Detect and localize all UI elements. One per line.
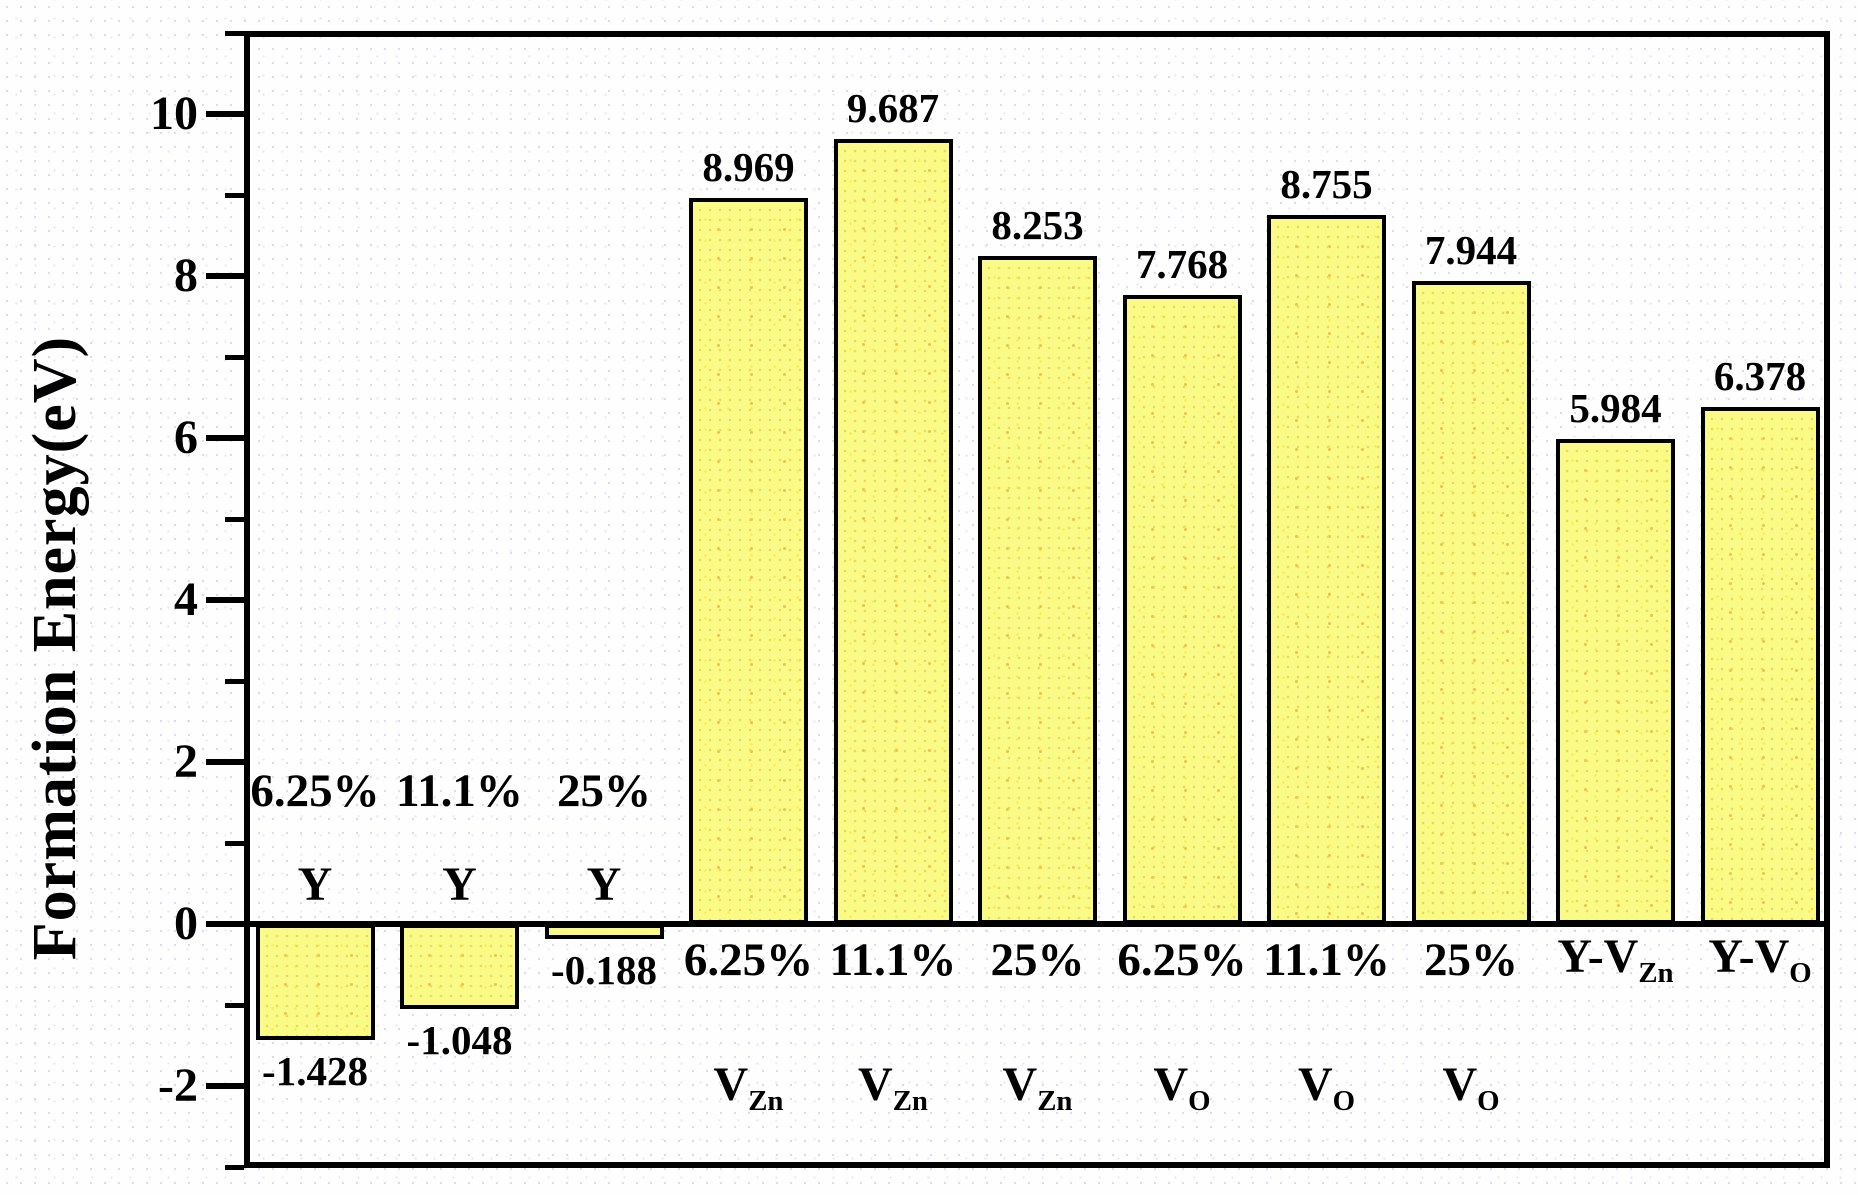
subscript: O [1188, 1084, 1211, 1117]
bar-value-label: 8.969 [702, 143, 795, 190]
bar-value-label: -1.428 [262, 1047, 368, 1094]
bar-concentration-label: 6.25% [1117, 934, 1247, 986]
bar-value-label: 7.768 [1135, 240, 1229, 287]
bar-value-label: 8.755 [1280, 160, 1373, 207]
bar-species-label: Y [442, 858, 477, 911]
bar [1122, 294, 1242, 924]
bar-species-label: VZn [858, 1058, 928, 1117]
bar-species-label: Y [297, 858, 333, 911]
bar-value-label: -1.048 [406, 1016, 513, 1063]
bar [255, 924, 375, 1040]
y-minor-tick [225, 678, 244, 684]
subscript: O [1477, 1084, 1500, 1117]
y-minor-tick [225, 354, 244, 360]
y-minor-tick [225, 840, 244, 846]
bar-concentration-label: 6.25% [683, 934, 814, 986]
y-minor-tick [225, 516, 244, 522]
bar-species-label: Y-VO [1708, 930, 1812, 989]
y-minor-tick [225, 1002, 244, 1008]
y-major-tick [206, 1083, 244, 1089]
bar-value-label: -0.188 [551, 947, 657, 994]
subscript: Zn [892, 1084, 928, 1117]
y-minor-tick [225, 1164, 244, 1170]
subscript: Zn [1638, 956, 1674, 989]
bar [689, 197, 808, 924]
y-major-tick [206, 921, 244, 927]
y-tick-label: 10 [150, 87, 198, 140]
bar [1556, 439, 1675, 924]
y-major-tick [206, 435, 244, 441]
bar-value-label: 9.687 [846, 85, 940, 132]
bar-concentration-label: 25% [990, 934, 1085, 986]
y-tick-label: 0 [174, 897, 198, 950]
bar-value-label: 8.253 [991, 201, 1084, 248]
bar-concentration-label: 6.25% [250, 765, 380, 817]
plot-area [244, 31, 1830, 1168]
y-tick-label: 6 [174, 411, 198, 464]
bar-concentration-label: 25% [557, 765, 651, 817]
bar-value-label: 7.944 [1424, 226, 1518, 273]
subscript: Zn [1037, 1084, 1073, 1117]
subscript: O [1789, 956, 1812, 989]
bar-species-label: VO [1442, 1058, 1500, 1117]
y-major-tick [206, 111, 244, 117]
subscript: Zn [748, 1084, 784, 1117]
y-tick-label: 4 [174, 573, 198, 626]
bar [1411, 280, 1531, 924]
bar-species-label: VZn [713, 1058, 784, 1117]
bar-concentration-label: 25% [1424, 934, 1518, 986]
subscript: O [1332, 1084, 1356, 1117]
bar [1700, 407, 1820, 924]
y-tick-label: -2 [158, 1059, 198, 1112]
bar-species-label: VO [1153, 1058, 1211, 1117]
bar [978, 255, 1097, 924]
y-major-tick [206, 273, 244, 279]
bar-species-label: Y [586, 858, 622, 911]
bar-value-label: 5.984 [1569, 385, 1662, 432]
y-tick-label: 8 [174, 249, 198, 302]
bar-species-label: VO [1297, 1058, 1356, 1117]
y-major-tick [206, 597, 244, 603]
y-minor-tick [225, 30, 244, 36]
bar-species-label: VZn [1002, 1058, 1073, 1117]
y-major-tick [206, 759, 244, 765]
zero-axis-line [244, 921, 1830, 927]
y-minor-tick [225, 192, 244, 198]
y-axis-title: Formation Energy(eV) [21, 335, 89, 961]
bar [833, 139, 953, 924]
bar-concentration-label: 11.1% [829, 934, 957, 986]
bar-species-label: Y-VZn [1557, 930, 1674, 989]
y-tick-label: 2 [174, 735, 198, 788]
bar-concentration-label: 11.1% [396, 765, 523, 817]
bar [1267, 214, 1386, 924]
bar-concentration-label: 11.1% [1263, 934, 1390, 986]
bar-value-label: 6.378 [1713, 353, 1807, 400]
bar [400, 924, 519, 1009]
